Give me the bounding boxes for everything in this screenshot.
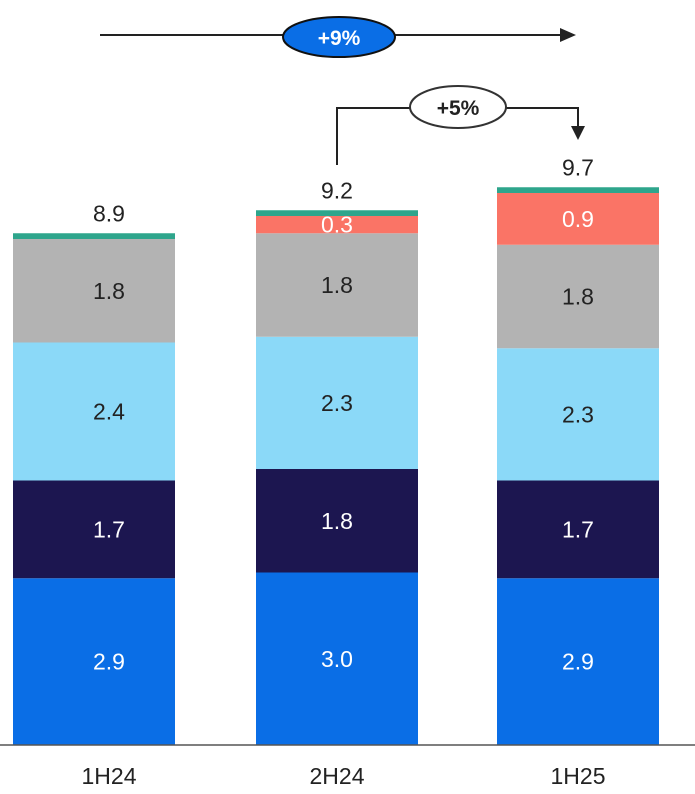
data-label-1h25-s3: 2.3 — [562, 401, 594, 427]
bar-segment-1h24-s3 — [13, 342, 175, 481]
total-label-1h24: 8.9 — [93, 200, 125, 226]
data-label-1h24-s4: 1.8 — [93, 278, 125, 304]
bar-segment-1h25-s5 — [497, 193, 659, 245]
bar-segment-1h25-s4 — [497, 244, 659, 349]
growth-arrowhead-recent — [571, 126, 585, 140]
category-label-2h24: 2H24 — [310, 763, 365, 789]
bar-segment-1h25-s6 — [497, 187, 659, 193]
growth-badge-recent — [409, 85, 507, 129]
bar-segment-1h24-s1 — [13, 578, 175, 745]
growth-arrowhead-overall — [560, 28, 576, 42]
data-label-2h24-s3: 2.3 — [321, 390, 353, 416]
growth-badge-overall-label: +9% — [318, 27, 361, 50]
bar-segment-1h25-s3 — [497, 348, 659, 481]
data-label-1h25-s5: 0.9 — [562, 206, 594, 232]
data-label-2h24-s2: 1.8 — [321, 508, 353, 534]
data-label-1h25-s4: 1.8 — [562, 284, 594, 310]
total-label-2h24: 9.2 — [321, 177, 353, 203]
data-label-2h24-s4: 1.8 — [321, 272, 353, 298]
total-label-1h25: 9.7 — [562, 154, 594, 180]
bar-segment-1h25-s2 — [497, 480, 659, 579]
bar-segment-1h24-s6 — [13, 233, 175, 239]
data-label-1h25-s1: 2.9 — [562, 649, 594, 675]
bar-segment-1h24-s4 — [13, 239, 175, 343]
bar-segment-2h24-s4 — [256, 233, 418, 337]
bar-segment-2h24-s3 — [256, 336, 418, 469]
bar-segment-2h24-s5 — [256, 216, 418, 234]
data-label-1h24-s1: 2.9 — [93, 649, 125, 675]
category-label-1h24: 1H24 — [82, 763, 137, 789]
category-label-1h25: 1H25 — [551, 763, 606, 789]
data-label-2h24-s1: 3.0 — [321, 646, 353, 672]
bar-segment-2h24-s1 — [256, 572, 418, 745]
bar-segment-1h24-s2 — [13, 480, 175, 579]
data-label-1h25-s2: 1.7 — [562, 516, 594, 542]
bar-segment-2h24-s6 — [256, 210, 418, 216]
growth-badge-recent-label: +5% — [437, 97, 480, 120]
data-label-1h24-s3: 2.4 — [93, 399, 125, 425]
growth-badge-overall — [282, 16, 396, 58]
data-label-1h24-s2: 1.7 — [93, 516, 125, 542]
bar-segment-2h24-s2 — [256, 469, 418, 573]
bar-segment-1h25-s1 — [497, 578, 659, 745]
